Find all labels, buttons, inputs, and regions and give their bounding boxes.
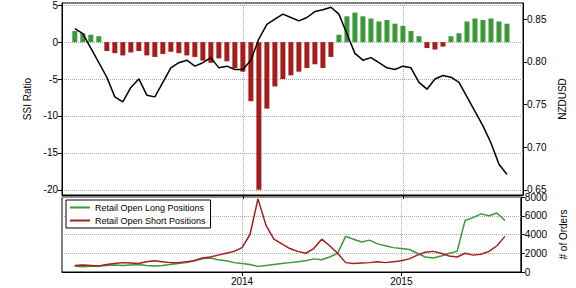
svg-text:2000: 2000 (525, 248, 548, 259)
svg-text:5: 5 (52, 0, 58, 11)
svg-text:-5: -5 (49, 74, 58, 85)
svg-text:-15: -15 (44, 147, 59, 158)
svg-text:0: 0 (525, 267, 531, 278)
svg-text:2015: 2015 (390, 276, 413, 287)
svg-text:SSI Ratio: SSI Ratio (22, 77, 33, 120)
svg-text:Retail Open Long Positions: Retail Open Long Positions (95, 203, 205, 213)
svg-text:6000: 6000 (525, 210, 548, 221)
svg-text:Retail Open Short Positions: Retail Open Short Positions (95, 216, 206, 226)
svg-text:# of Orders: # of Orders (558, 209, 569, 259)
svg-text:2014: 2014 (231, 276, 254, 287)
svg-text:0.75: 0.75 (527, 99, 547, 110)
svg-text:0.85: 0.85 (527, 14, 547, 25)
svg-text:8000: 8000 (525, 192, 548, 203)
svg-text:NZDUSD: NZDUSD (557, 78, 568, 120)
svg-text:-20: -20 (44, 184, 59, 195)
svg-text:0.80: 0.80 (527, 56, 547, 67)
svg-text:4000: 4000 (525, 229, 548, 240)
svg-text:0.70: 0.70 (527, 142, 547, 153)
svg-text:0: 0 (52, 37, 58, 48)
svg-text:-10: -10 (44, 110, 59, 121)
svg-text:0.65: 0.65 (527, 184, 547, 196)
